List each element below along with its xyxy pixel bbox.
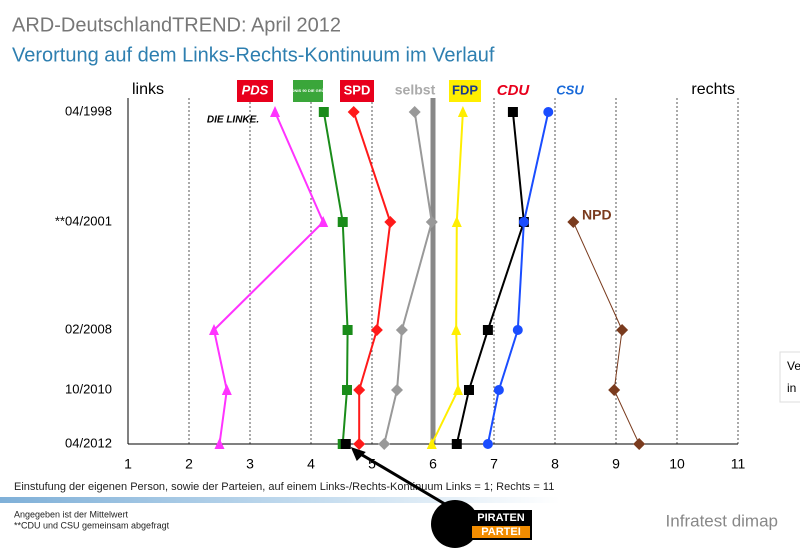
data-point [318, 107, 329, 117]
data-point [518, 217, 529, 227]
legend-label: CDU [497, 82, 531, 99]
x-tick-label: 3 [246, 456, 254, 472]
logo-text: PARTEI [481, 526, 521, 538]
data-point [633, 438, 646, 450]
logo-text: PIRATEN [477, 512, 525, 524]
data-point [567, 216, 580, 228]
data-point [408, 106, 421, 118]
legend-label: FDP [452, 82, 478, 97]
x-tick-label: 7 [490, 456, 498, 472]
x-tick-label: 11 [731, 456, 746, 472]
data-point [370, 324, 383, 336]
data-point [342, 325, 353, 335]
chart-title: ARD-DeutschlandTREND: April 2012 [12, 14, 341, 36]
data-point [608, 384, 621, 396]
popup-box [779, 351, 800, 403]
x-tick-label: 6 [429, 456, 437, 472]
x-tick-label: 8 [551, 456, 559, 472]
data-point [463, 385, 474, 395]
data-point [221, 384, 232, 395]
data-point [391, 384, 404, 396]
data-point [347, 106, 360, 118]
left-label: links [132, 81, 164, 98]
data-point [482, 325, 493, 335]
data-point [337, 217, 348, 227]
data-point [616, 324, 629, 336]
logo-circle [431, 500, 479, 548]
logo-band [472, 526, 530, 538]
y-tick-label: **04/2001 [55, 213, 112, 228]
legend-logo [293, 80, 323, 102]
data-point [453, 384, 464, 395]
legend-label: PDS [242, 82, 269, 97]
data-point [457, 106, 468, 117]
data-point [512, 325, 523, 335]
data-point [425, 216, 438, 228]
popup-text: in [787, 381, 796, 395]
footnote: Angegeben ist der Mittelwert [14, 509, 129, 519]
x-tick-label: 5 [368, 456, 376, 472]
legend-label: CSU [556, 82, 584, 97]
footnote: **CDU und CSU gemeinsam abgefragt [14, 520, 170, 530]
x-tick-label: 2 [185, 456, 193, 472]
y-tick-label: 04/1998 [65, 103, 112, 118]
legend-sublabel: DIE LINKE. [207, 115, 259, 126]
legend-logo [340, 80, 374, 102]
chart-subtitle: Verortung auf dem Links-Rechts-Kontinuum… [12, 44, 495, 66]
y-tick-label: 02/2008 [65, 321, 112, 336]
x-axis-label: Einstufung der eigenen Person, sowie der… [14, 481, 554, 493]
data-point [482, 439, 493, 449]
data-point [543, 107, 554, 117]
data-point [507, 107, 518, 117]
x-tick-label: 10 [669, 456, 685, 472]
data-point [353, 384, 366, 396]
data-point [378, 438, 391, 450]
data-point [493, 385, 504, 395]
popup-text: Ve [787, 359, 800, 373]
footer-stripe [0, 497, 560, 503]
x-tick-label: 1 [124, 456, 132, 472]
arrow [353, 448, 456, 512]
arrow-head [350, 447, 366, 461]
legend-logo [237, 80, 273, 102]
data-point [340, 439, 351, 449]
data-point [395, 324, 408, 336]
data-point [451, 439, 462, 449]
source: Infratest dimap [666, 511, 778, 530]
data-point [318, 216, 329, 227]
data-point [384, 216, 397, 228]
data-point [451, 324, 462, 335]
series-line [572, 221, 640, 445]
data-point [209, 324, 220, 335]
x-tick-label: 9 [612, 456, 620, 472]
data-point [426, 438, 437, 449]
legend-label: SPD [344, 82, 371, 97]
y-tick-label: 10/2010 [65, 381, 112, 396]
legend-label: selbst [395, 82, 436, 98]
legend-label: NPD [582, 207, 612, 223]
side-popup: Ve in [779, 351, 800, 403]
data-point [353, 438, 366, 450]
data-point [451, 216, 462, 227]
right-label: rechts [691, 81, 735, 98]
legend-logo [449, 80, 481, 102]
x-tick-label: 4 [307, 456, 315, 472]
data-point [341, 385, 352, 395]
data-point [214, 438, 225, 449]
y-tick-label: 04/2012 [65, 435, 112, 450]
legend-label: BÜNDNIS 90 DIE GRÜNEN [283, 88, 333, 93]
data-point [270, 106, 281, 117]
series-line [383, 111, 433, 445]
